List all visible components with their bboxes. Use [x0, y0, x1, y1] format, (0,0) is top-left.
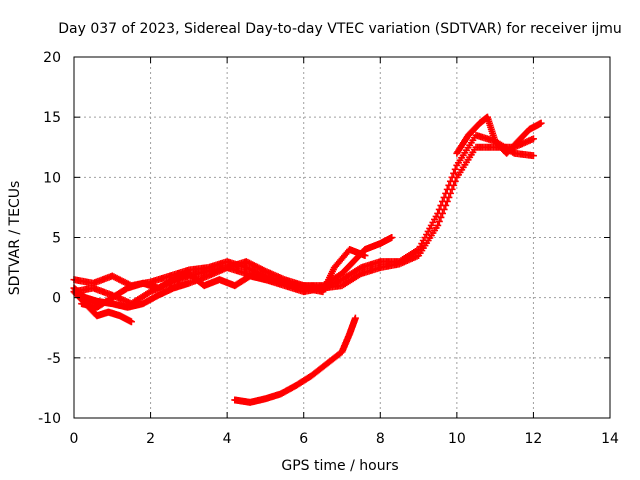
- y-tick-label: 0: [52, 291, 61, 307]
- x-tick-label: 2: [146, 431, 155, 447]
- y-tick-label: -10: [38, 411, 61, 427]
- x-tick-label: 0: [70, 431, 79, 447]
- data-point: [529, 152, 537, 160]
- data-point: [434, 221, 442, 229]
- series-6: [231, 314, 359, 406]
- data-point: [442, 201, 450, 209]
- data-point: [537, 119, 545, 127]
- data-point: [450, 181, 458, 189]
- axis-ticks: [73, 56, 611, 419]
- series-7: [453, 113, 545, 157]
- chart-title: Day 037 of 2023, Sidereal Day-to-day VTE…: [58, 21, 622, 37]
- data-point: [445, 193, 453, 201]
- data-point: [435, 217, 443, 225]
- x-tick-label: 12: [525, 431, 543, 447]
- y-axis-title: SDTVAR / TECUs: [7, 181, 23, 296]
- y-tick-label: 5: [52, 231, 61, 247]
- y-tick-label: 20: [43, 50, 61, 66]
- data-point: [361, 252, 369, 260]
- data-point: [448, 185, 456, 193]
- data-point: [437, 213, 445, 221]
- data-point: [446, 189, 454, 197]
- data-point: [450, 169, 458, 177]
- data-point: [440, 205, 448, 213]
- x-tick-label: 14: [601, 431, 619, 447]
- x-tick-label: 10: [448, 431, 466, 447]
- x-axis-title: GPS time / hours: [281, 458, 398, 474]
- x-tick-label: 6: [299, 431, 308, 447]
- data-point: [443, 197, 451, 205]
- data-series: [70, 113, 545, 406]
- y-tick-label: -5: [47, 351, 61, 367]
- data-point: [351, 314, 359, 322]
- x-tick-label: 8: [376, 431, 385, 447]
- series-5: [78, 246, 369, 311]
- data-point: [388, 234, 396, 241]
- data-point: [127, 318, 135, 326]
- grid-lines: [74, 57, 610, 418]
- data-point: [529, 135, 537, 143]
- x-tick-labels: 0 2 4 6 8 10 12 14: [70, 431, 619, 447]
- data-point: [439, 209, 446, 217]
- data-point: [451, 177, 459, 185]
- y-tick-label: 15: [43, 110, 61, 126]
- y-tick-label: 10: [43, 170, 61, 186]
- x-tick-label: 4: [223, 431, 232, 447]
- data-point: [451, 165, 459, 173]
- y-tick-labels: -10 -5 0 5 10 15 20: [38, 50, 61, 427]
